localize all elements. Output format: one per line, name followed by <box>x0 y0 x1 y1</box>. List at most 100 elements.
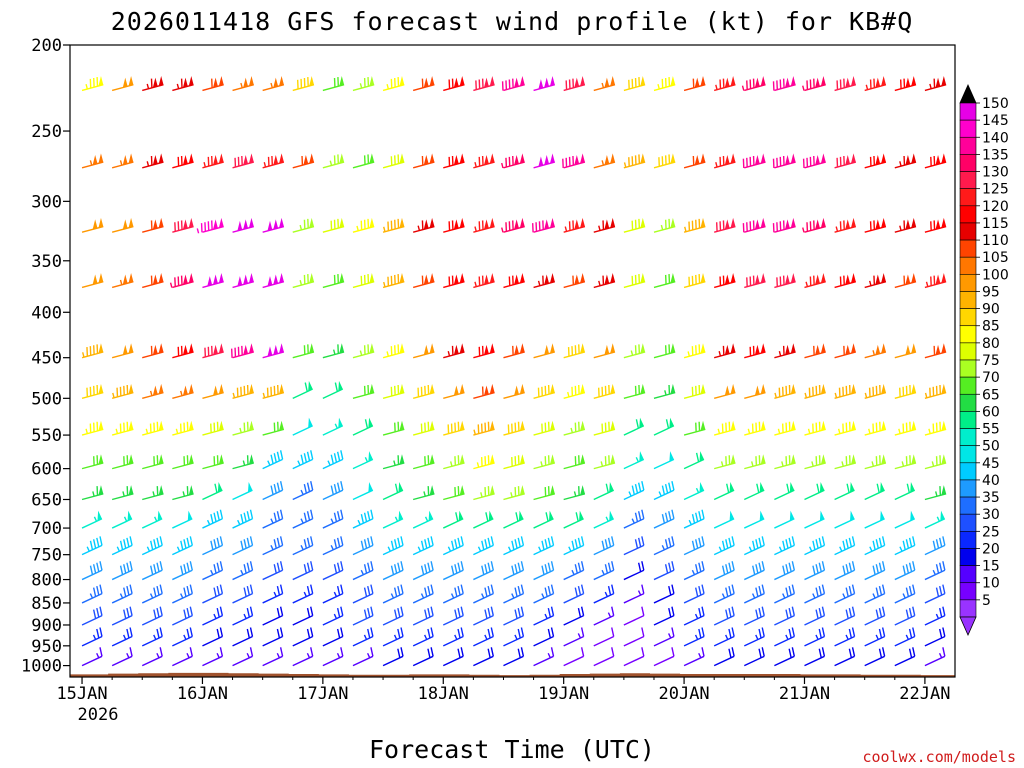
barb-shaft <box>653 655 675 667</box>
wind-barb <box>804 510 825 529</box>
barb-feather <box>360 514 365 524</box>
wind-barb <box>623 451 645 470</box>
barb-feather <box>310 584 314 594</box>
barb-pennant <box>544 219 550 230</box>
barb-half-feather <box>544 613 548 619</box>
barb-half-feather <box>607 612 612 618</box>
wind-barb <box>322 606 344 626</box>
barb-feather <box>457 562 461 572</box>
barb-half-feather <box>300 489 304 495</box>
wind-barb <box>533 510 554 529</box>
barb-feather <box>517 648 521 658</box>
barb-feather <box>490 647 494 657</box>
barb-pennant <box>670 76 676 87</box>
barb-feather <box>123 564 127 574</box>
barb-pennant <box>790 454 796 465</box>
wind-barb <box>653 509 675 529</box>
barb-pennant <box>399 217 405 228</box>
wind-barb <box>292 561 314 581</box>
barb-feather <box>902 565 906 575</box>
barb-feather <box>691 514 696 524</box>
barb-feather <box>752 565 756 575</box>
barb-pennant <box>489 76 495 87</box>
barb-feather <box>752 540 756 550</box>
barb-feather <box>279 509 284 519</box>
barb-pennant <box>881 454 886 465</box>
barb-feather <box>821 584 826 594</box>
colorbar-segment <box>959 102 977 121</box>
wind-barb <box>81 627 103 647</box>
barb-feather <box>484 587 488 597</box>
barb-half-feather <box>802 227 805 233</box>
barb-feather <box>430 536 434 546</box>
wind-barb <box>774 383 796 399</box>
barb-pennant <box>483 274 489 285</box>
barb-half-feather <box>115 428 119 434</box>
wind-barb <box>172 647 193 667</box>
barb-pennant <box>610 383 616 394</box>
barb-shaft <box>292 635 313 647</box>
barb-feather <box>668 562 672 572</box>
barb-pennant <box>549 454 555 465</box>
barb-feather <box>99 536 103 546</box>
barb-pennant <box>935 77 941 88</box>
barb-shaft <box>352 518 374 529</box>
wind-barb <box>443 273 465 289</box>
barb-half-feather <box>637 590 642 596</box>
wind-barb <box>714 76 736 92</box>
barb-feather <box>851 647 856 657</box>
wind-barb <box>262 536 284 556</box>
barb-pennant <box>188 343 194 354</box>
barb-feather <box>92 539 97 549</box>
barb-feather <box>240 540 244 550</box>
wind-barb <box>533 584 555 604</box>
barb-pennant <box>489 273 495 283</box>
barb-pennant <box>911 273 917 283</box>
barb-feather <box>577 585 582 596</box>
barb-pennant <box>267 276 273 287</box>
barb-feather <box>210 514 214 524</box>
barb-pennant <box>97 510 102 521</box>
barb-half-feather <box>785 634 789 640</box>
barb-feather <box>942 606 946 616</box>
barb-pennant <box>519 454 525 465</box>
wind-barb <box>322 509 344 529</box>
barb-pennant <box>128 485 134 496</box>
barb-shaft <box>412 462 435 470</box>
barb-shaft <box>533 518 554 529</box>
barb-feather <box>279 481 284 491</box>
barb-feather <box>306 585 311 596</box>
barb-pennant <box>790 273 796 283</box>
barb-feather <box>517 608 521 618</box>
barb-shaft <box>593 615 615 626</box>
barb-half-feather <box>865 84 869 90</box>
barb-half-feather <box>720 461 724 467</box>
barb-shaft <box>503 518 524 529</box>
barb-pennant <box>98 383 104 394</box>
barb-pennant <box>398 482 403 493</box>
barb-half-feather <box>126 652 130 659</box>
barb-feather <box>547 608 552 618</box>
barb-shaft <box>623 391 646 399</box>
barb-feather <box>881 584 886 594</box>
wind-barb <box>744 454 766 470</box>
barb-shaft <box>924 635 946 647</box>
barb-pennant <box>845 219 851 230</box>
wind-barb <box>834 217 857 233</box>
barb-feather <box>701 509 705 519</box>
barb-shaft <box>894 635 916 647</box>
barb-half-feather <box>932 569 936 575</box>
barb-pennant <box>610 420 616 431</box>
wind-barb <box>501 76 525 92</box>
barb-pennant <box>182 385 188 396</box>
barb-shaft <box>924 544 946 556</box>
barb-pennant <box>639 417 644 428</box>
barb-feather <box>665 419 670 429</box>
barb-feather <box>661 485 666 495</box>
barb-pennant <box>339 217 345 228</box>
barb-half-feather <box>240 569 244 575</box>
wind-barb <box>683 606 705 626</box>
barb-shaft <box>713 635 735 647</box>
barb-feather <box>788 648 792 658</box>
barb-pennant <box>610 454 616 465</box>
